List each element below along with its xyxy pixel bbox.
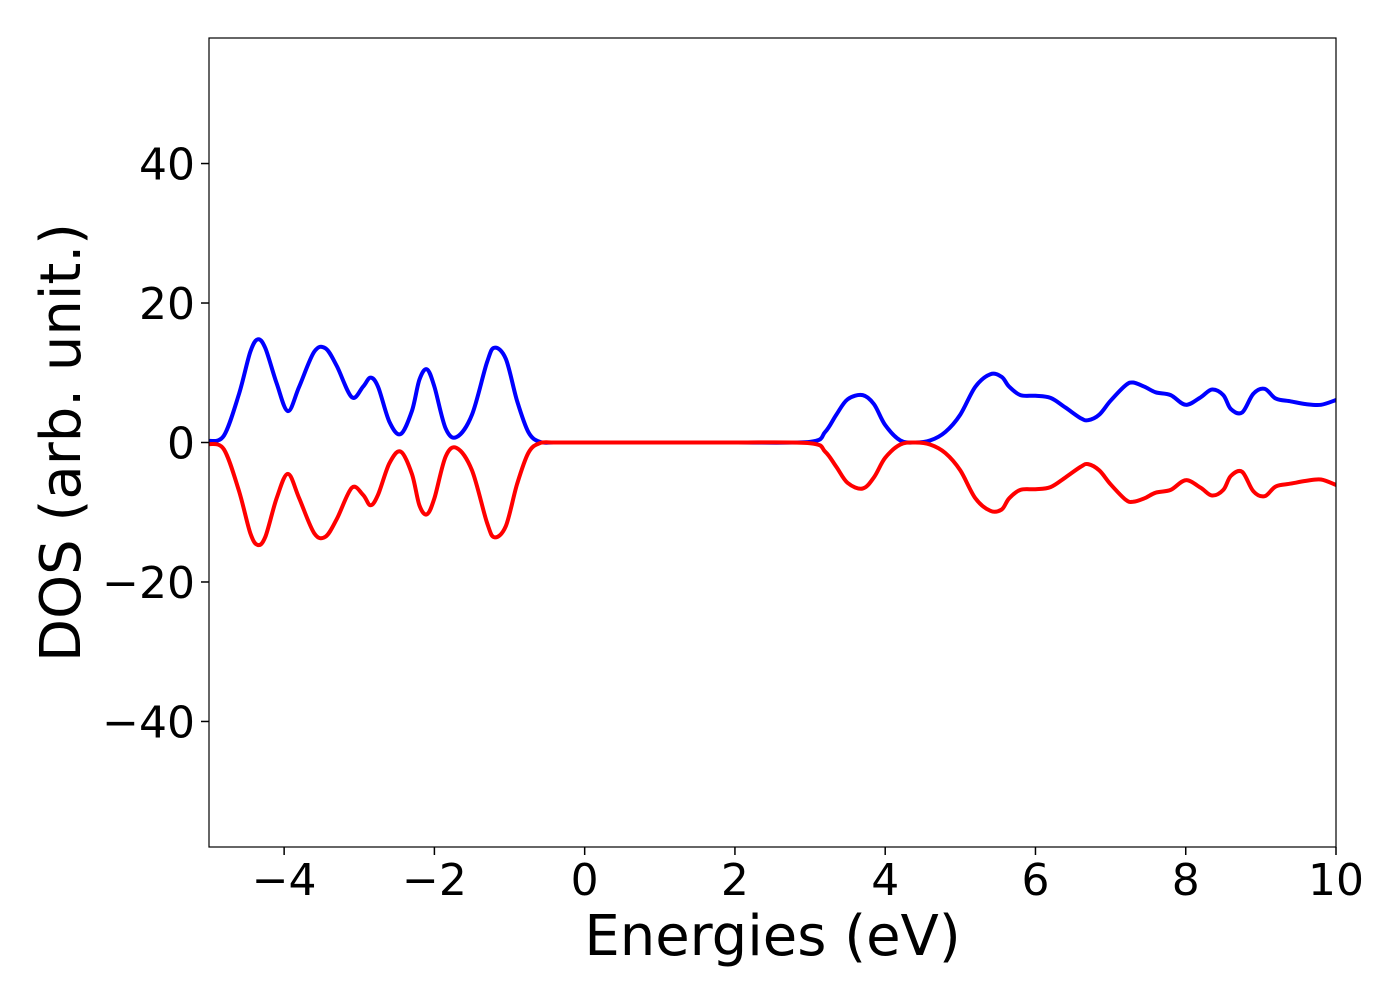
y-tick-label: −20 (102, 558, 195, 609)
y-tick-label: 0 (167, 419, 195, 470)
dos-series-line-up (209, 337, 1336, 445)
x-tick-label: 10 (1308, 855, 1364, 906)
x-tick-label: 4 (871, 855, 899, 906)
x-tick-label: 2 (721, 855, 749, 906)
y-tick-label: 20 (139, 279, 195, 330)
x-axis-label: Energies (eV) (584, 904, 960, 969)
y-tick-label: −40 (102, 697, 195, 748)
x-tick-label: 0 (571, 855, 599, 906)
dos-series-line-down (209, 440, 1336, 548)
x-tick-label: 6 (1021, 855, 1049, 906)
plot-area (209, 337, 1336, 548)
y-axis-label: DOS (arb. unit.) (29, 223, 94, 662)
plot-frame (208, 37, 1337, 848)
y-tick-label: 40 (139, 140, 195, 191)
x-tick-label: −2 (402, 855, 467, 906)
x-tick-label: 8 (1172, 855, 1200, 906)
x-tick-label: −4 (252, 855, 317, 906)
